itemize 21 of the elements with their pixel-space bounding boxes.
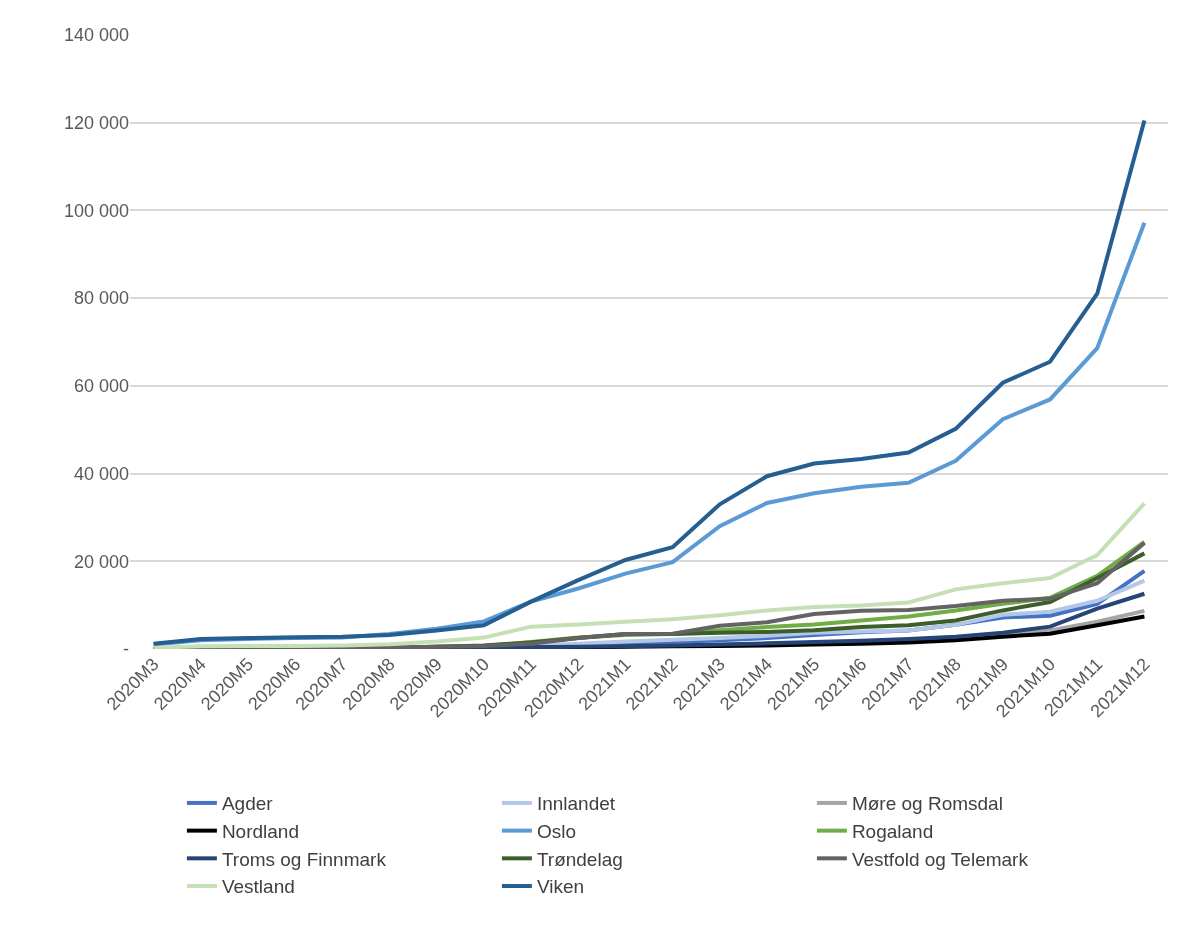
y-tick-label: 60 000 xyxy=(73,376,129,397)
y-tick-label: 120 000 xyxy=(63,113,129,134)
y-tick-label: - xyxy=(123,639,129,660)
legend-label: Trøndelag xyxy=(536,848,623,870)
legend-label: Innlandet xyxy=(536,793,616,815)
y-tick-label: 100 000 xyxy=(63,200,129,221)
y-tick-label: 40 000 xyxy=(73,463,129,484)
legend-label: Viken xyxy=(536,876,585,898)
y-tick-label: 20 000 xyxy=(73,551,129,572)
legend-label: Agder xyxy=(221,793,274,815)
line-series xyxy=(151,118,1147,646)
legend-label: Vestfold og Telemark xyxy=(851,848,1029,870)
legend-label: Vestland xyxy=(221,876,295,898)
legend-label: Oslo xyxy=(536,821,576,843)
line-series xyxy=(151,501,1147,649)
legend-label: Rogaland xyxy=(851,821,934,843)
y-tick-label: 80 000 xyxy=(73,288,129,309)
legend-label: Troms og Finnmark xyxy=(221,848,387,870)
legend-label: Møre og Romsdal xyxy=(851,793,1003,815)
legend-label: Nordland xyxy=(221,821,300,843)
y-tick-label: 140 000 xyxy=(63,25,129,46)
